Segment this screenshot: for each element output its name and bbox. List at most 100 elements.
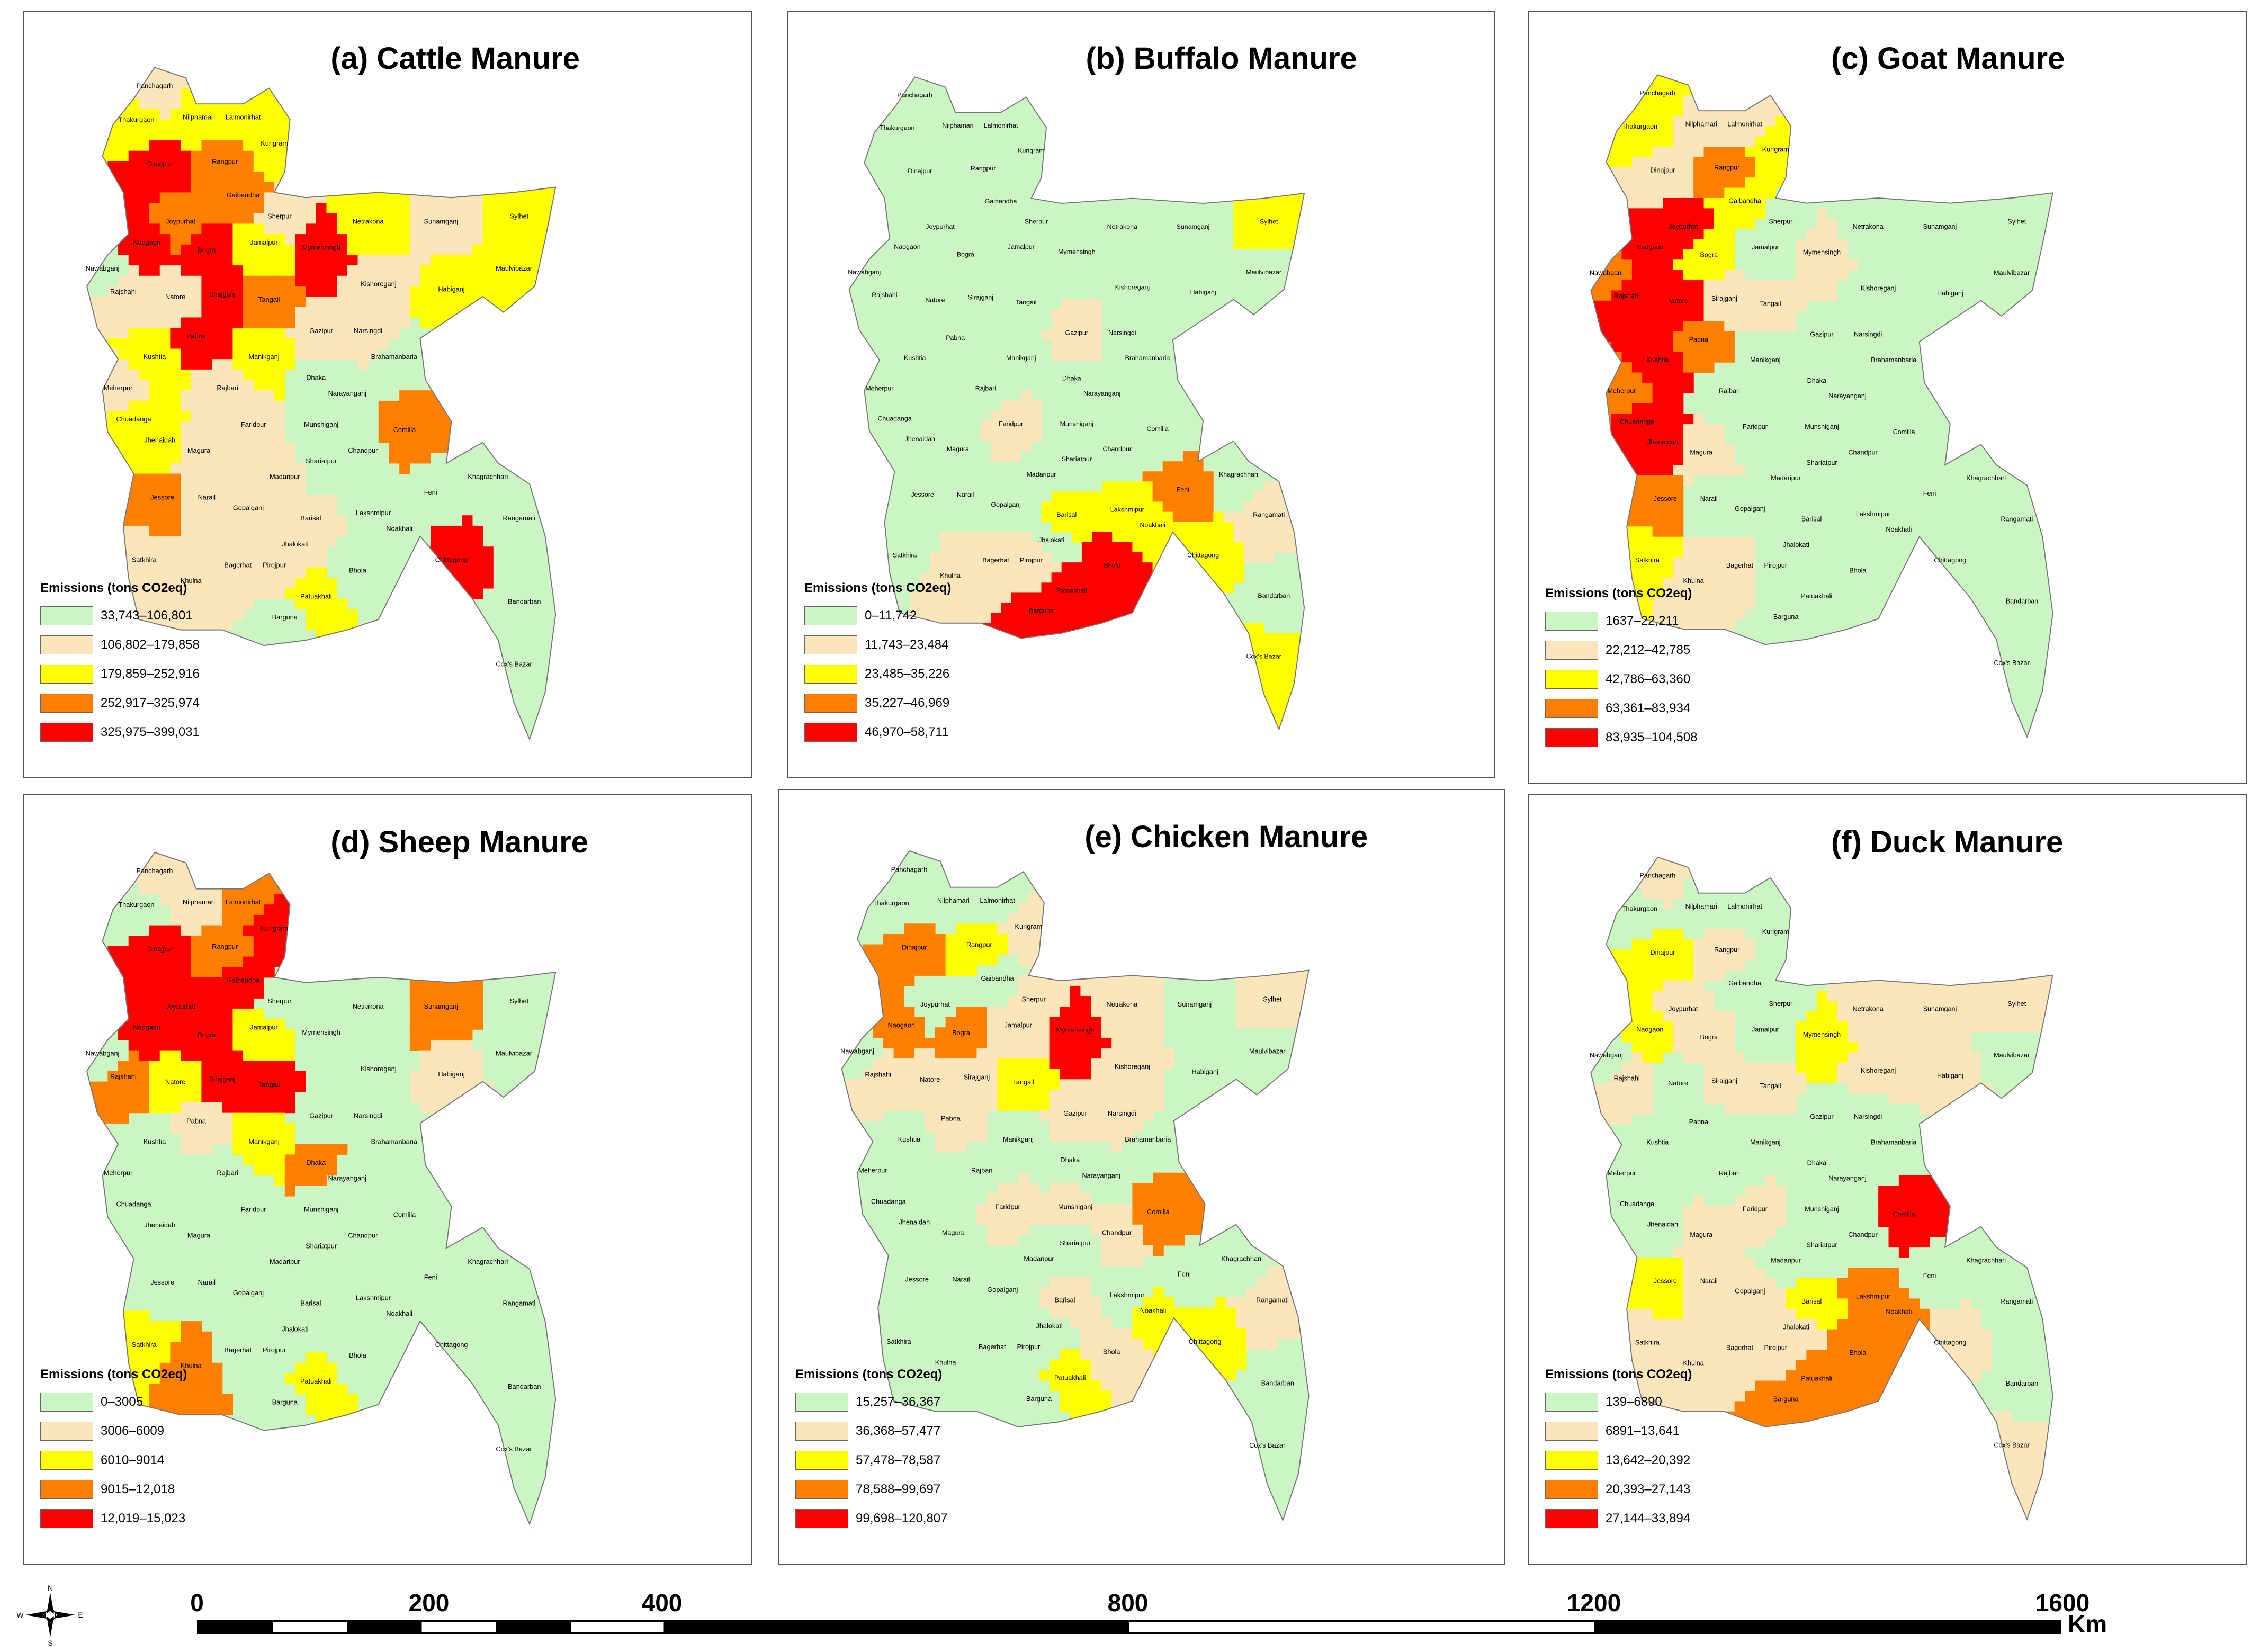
legend-swatch [1545,1392,1598,1412]
district-label: Chandpur [1848,1231,1877,1238]
district-label: Narsingdi [1854,1113,1882,1120]
district-label: Pirojpur [1764,562,1787,569]
legend-swatch [1545,1479,1598,1499]
district-label: Panchagarh [136,82,173,90]
district-label: Nawabganj [1590,269,1623,276]
district-label: Maulvibazar [496,1049,533,1057]
district-label: Joypurhat [166,217,196,225]
district-label: Gopalganj [1735,505,1765,513]
district-label: Barisal [1056,511,1077,518]
district-label: Rajshahi [872,291,897,299]
district-label: Pirojpur [1017,1343,1041,1351]
legend-label: 0–3005 [101,1394,144,1409]
district-label: Tangail [1012,1078,1034,1086]
compass-n: N [48,1584,53,1592]
district-label: Jamalpur [250,1023,278,1031]
district-label: Lakshmipur [1110,1291,1145,1299]
district-label: Cox's Bazar [496,1445,532,1453]
district-label: Pabna [186,332,207,340]
district-label: Khulna [1683,1359,1704,1367]
district-label: Naogaon [133,1023,160,1031]
district-label: Rangpur [966,940,993,948]
district-label: Cox's Bazar [1994,659,2030,667]
legend-label: 12,019–15,023 [101,1511,186,1525]
legend-label: 35,227–46,969 [865,695,950,710]
district-label: Joypurhat [1669,1005,1698,1013]
legend-label: 11,743–23,484 [865,637,949,652]
district-label: Rajshahi [1614,292,1640,300]
district-label: Kishoreganj [1861,1067,1896,1074]
district-label: Jessore [1654,1277,1677,1285]
district-label: Bogra [957,250,974,258]
district-label: Rajbari [975,384,996,392]
district-label: Noakhali [386,525,412,533]
district-label: Narayanganj [1082,1172,1120,1180]
district-label: Narayanganj [1828,392,1866,400]
district-label: Khagrachhari [1219,471,1258,478]
scale-bar-graphic [197,1620,2061,1634]
district-label: Sherpur [1025,218,1048,225]
legend-swatch [40,1421,93,1441]
district-label: Satkhira [893,552,917,559]
legend-item: 57,478–78,587 [795,1446,948,1475]
legend-label: 1637–22,211 [1606,613,1679,628]
district-label: Kurigram [1015,922,1043,930]
district-label: Narail [1700,1277,1718,1285]
district-label: Cox's Bazar [1994,1442,2030,1449]
district-label: Chandpur [348,446,378,454]
district-label: Sherpur [1769,1000,1793,1008]
district-label: Narayanganj [328,1174,366,1182]
district-label: Narail [198,493,216,501]
district-label: Jamalpur [1752,1026,1779,1033]
district-label: Narayanganj [1828,1175,1866,1182]
compass-s: S [48,1639,52,1647]
district-label: Rangpur [1714,946,1739,954]
district-label: Sunamganj [1923,223,1957,230]
district-label: Rangpur [1714,164,1739,172]
district-label: Jhenaidah [1647,438,1678,446]
district-label: Mymensingh [1058,248,1095,256]
district-label: Rajbari [217,384,238,392]
district-label: Gazipur [1810,331,1833,338]
district-label: Sunamganj [424,1002,459,1010]
legend-item: 6891–13,641 [1545,1416,1692,1446]
district-label: Dhaka [1807,377,1826,384]
district-label: Jhalokati [1036,1322,1062,1330]
district-label: Faridpur [1743,423,1768,430]
district-label: Barisal [300,1299,321,1307]
district-label: Shariatpur [1806,459,1837,466]
district-label: Faridpur [241,1206,266,1214]
district-label: Chuadanga [877,415,911,423]
district-label: Comilla [1893,1210,1915,1218]
district-label: Gazipur [1063,1109,1087,1117]
district-label: Jhenaidah [905,435,935,443]
district-label: Dhaka [1060,1156,1080,1164]
legend-title: Emissions (tons CO2eq) [804,581,952,595]
district-label: Chittagong [1187,552,1219,559]
district-label: Munshiganj [1805,423,1839,430]
district-label: Chuadanga [116,415,152,423]
legend-label: 33,743–106,801 [101,608,193,623]
district-label: Brahamanbaria [1125,354,1170,362]
legend: Emissions (tons CO2eq) 0–11,742 11,743–23,… [804,581,951,747]
legend-swatch [40,664,93,684]
district-label: Chittagong [1934,556,1966,564]
district-label: Chandpur [1103,445,1132,453]
legend-swatch [804,635,857,654]
legend-item: 0–3005 [40,1387,187,1416]
district-label: Netrakona [1106,1000,1138,1008]
district-label: Madaripur [1024,1254,1054,1262]
district-label: Maulvibazar [1994,1052,2030,1059]
district-label: Sherpur [267,212,292,220]
district-label: Cox's Bazar [496,660,532,668]
district-label: Feni [1178,1270,1191,1278]
district-label: Lalmonirhat [984,122,1018,129]
district-label: Jhenaidah [144,436,175,444]
district-label: Barguna [1026,1395,1052,1403]
district-label: Satkhira [132,556,157,564]
legend: Emissions (tons CO2eq) 33,743–106,801 106,… [40,581,200,747]
legend-swatch [1545,1421,1598,1441]
district-map: Panchagarh Thakurgaon Nilphamari Lalmonirha… [86,67,557,741]
district-label: Lakshmipur [1856,1292,1890,1300]
district-label: Pabna [1689,336,1708,343]
